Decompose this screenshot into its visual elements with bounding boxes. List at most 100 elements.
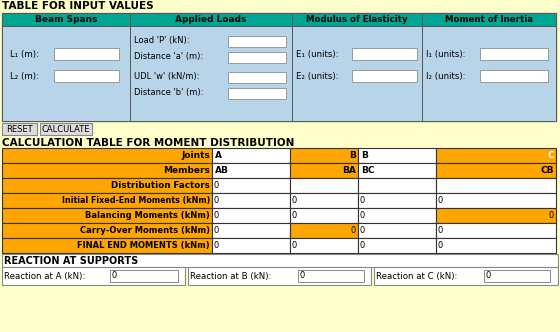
Text: 0: 0 — [214, 181, 220, 190]
Bar — [212, 238, 290, 253]
Text: A: A — [215, 151, 222, 160]
Bar — [2, 238, 212, 253]
Text: 0: 0 — [360, 196, 365, 205]
Bar — [2, 26, 130, 121]
Bar — [292, 26, 422, 121]
Text: 0: 0 — [360, 241, 365, 250]
Text: AB: AB — [215, 166, 229, 175]
Text: Joints: Joints — [181, 151, 210, 160]
Bar — [2, 163, 212, 178]
Bar — [436, 148, 556, 163]
Bar — [212, 178, 290, 193]
Text: CALCULATE: CALCULATE — [42, 124, 90, 133]
Text: 0: 0 — [300, 272, 305, 281]
Bar — [110, 270, 178, 282]
Text: Modulus of Elasticity: Modulus of Elasticity — [306, 15, 408, 24]
Bar — [358, 163, 436, 178]
Bar — [436, 223, 556, 238]
Text: RESET: RESET — [6, 124, 33, 133]
Bar — [358, 208, 436, 223]
Text: L₁ (m):: L₁ (m): — [10, 49, 39, 58]
Text: B: B — [349, 151, 356, 160]
Bar — [212, 163, 290, 178]
Bar — [436, 178, 556, 193]
Bar — [290, 148, 358, 163]
Bar — [130, 26, 292, 121]
Bar — [436, 208, 556, 223]
Bar — [290, 208, 358, 223]
Text: BA: BA — [342, 166, 356, 175]
Bar — [422, 26, 556, 121]
Text: FINAL END MOMENTS (kNm): FINAL END MOMENTS (kNm) — [77, 241, 210, 250]
Text: Balancing Moments (kNm): Balancing Moments (kNm) — [85, 211, 210, 220]
Bar — [228, 72, 286, 83]
Bar — [436, 193, 556, 208]
Bar — [290, 178, 358, 193]
Bar — [422, 13, 556, 26]
Text: CB: CB — [540, 166, 554, 175]
Text: Reaction at C (kN):: Reaction at C (kN): — [376, 272, 458, 281]
Text: Distance 'b' (m):: Distance 'b' (m): — [134, 89, 203, 98]
Text: CALCULATION TABLE FOR MOMENT DISTRIBUTION: CALCULATION TABLE FOR MOMENT DISTRIBUTIO… — [2, 138, 295, 148]
Text: 0: 0 — [214, 211, 220, 220]
Text: BC: BC — [361, 166, 375, 175]
Bar — [54, 48, 119, 60]
Bar — [228, 36, 286, 47]
Bar — [298, 270, 364, 282]
Text: Moment of Inertia: Moment of Inertia — [445, 15, 533, 24]
Text: 0: 0 — [438, 196, 444, 205]
Text: I₂ (units):: I₂ (units): — [426, 71, 465, 80]
Text: TABLE FOR INPUT VALUES: TABLE FOR INPUT VALUES — [2, 1, 153, 11]
Bar — [358, 193, 436, 208]
Bar — [40, 123, 92, 135]
Text: 0: 0 — [214, 241, 220, 250]
Bar — [480, 70, 548, 82]
Text: 0: 0 — [351, 226, 356, 235]
Bar — [290, 223, 358, 238]
Bar — [212, 148, 290, 163]
Text: C: C — [547, 151, 554, 160]
Bar — [228, 88, 286, 99]
Bar — [2, 267, 185, 285]
Bar — [290, 238, 358, 253]
Text: Reaction at B (kN):: Reaction at B (kN): — [190, 272, 272, 281]
Bar — [374, 267, 558, 285]
Bar — [358, 223, 436, 238]
Text: 0: 0 — [214, 196, 220, 205]
Bar — [212, 223, 290, 238]
Text: 0: 0 — [292, 211, 297, 220]
Bar — [480, 48, 548, 60]
Bar — [212, 208, 290, 223]
Bar — [358, 148, 436, 163]
Text: 0: 0 — [360, 226, 365, 235]
Bar — [292, 13, 422, 26]
Bar — [2, 223, 212, 238]
Bar — [188, 267, 371, 285]
Text: Load 'P' (kN):: Load 'P' (kN): — [134, 37, 189, 45]
Text: REACTION AT SUPPORTS: REACTION AT SUPPORTS — [4, 256, 138, 266]
Bar — [2, 254, 558, 267]
Bar — [2, 148, 212, 163]
Bar — [358, 238, 436, 253]
Bar — [2, 13, 130, 26]
Text: Members: Members — [163, 166, 210, 175]
Bar — [352, 70, 417, 82]
Text: 0: 0 — [486, 272, 491, 281]
Bar — [54, 70, 119, 82]
Text: 0: 0 — [112, 272, 117, 281]
Bar — [352, 48, 417, 60]
Text: Reaction at A (kN):: Reaction at A (kN): — [4, 272, 85, 281]
Text: Beam Spans: Beam Spans — [35, 15, 97, 24]
Text: B: B — [361, 151, 368, 160]
Bar — [2, 13, 556, 121]
Text: 0: 0 — [438, 241, 444, 250]
Bar — [2, 178, 212, 193]
Text: Distribution Factors: Distribution Factors — [111, 181, 210, 190]
Bar — [290, 193, 358, 208]
Bar — [130, 13, 292, 26]
Bar — [436, 163, 556, 178]
Bar — [2, 208, 212, 223]
Bar — [2, 193, 212, 208]
Text: UDL 'w' (kN/m):: UDL 'w' (kN/m): — [134, 72, 199, 81]
Text: E₂ (units):: E₂ (units): — [296, 71, 338, 80]
